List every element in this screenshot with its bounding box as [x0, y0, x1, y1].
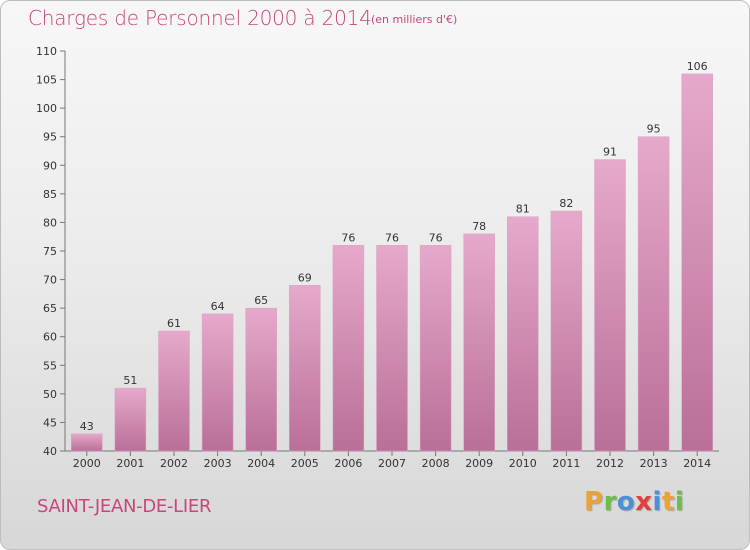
x-tick-label: 2004: [247, 457, 275, 470]
bar: [419, 245, 452, 452]
bar: [289, 285, 321, 452]
bar: [201, 313, 234, 452]
bar-value-label: 43: [80, 420, 94, 433]
bar-value-label: 61: [167, 317, 181, 330]
y-tick-label: 90: [43, 159, 57, 172]
bar: [594, 159, 626, 452]
y-tick-label: 95: [43, 131, 57, 144]
bar-value-label: 81: [516, 203, 530, 216]
x-tick-label: 2006: [334, 457, 362, 470]
y-tick-label: 85: [43, 188, 57, 201]
x-tick-label: 2009: [465, 457, 493, 470]
bar: [114, 387, 147, 452]
bar-value-label: 69: [298, 271, 312, 284]
x-tick-label: 2012: [596, 457, 624, 470]
y-tick-label: 75: [43, 245, 57, 258]
bar-value-label: 51: [123, 374, 137, 387]
bar: [71, 433, 103, 452]
bar-value-label: 82: [559, 197, 573, 210]
y-tick-label: 65: [43, 302, 57, 315]
bar-value-label: 91: [603, 146, 617, 159]
bar: [245, 307, 277, 452]
y-tick-label: 80: [43, 216, 57, 229]
logo-letter: i: [652, 487, 662, 517]
logo-letter: o: [616, 487, 636, 517]
y-tick-label: 105: [36, 74, 57, 87]
y-tick-label: 40: [43, 445, 57, 458]
bar: [376, 245, 408, 452]
x-tick-label: 2013: [640, 457, 668, 470]
bar-value-label: 76: [385, 231, 399, 244]
proxiti-logo: Proxiti: [584, 487, 684, 517]
y-tick-label: 50: [43, 388, 57, 401]
bar-value-label: 76: [341, 231, 355, 244]
x-tick-label: 2005: [291, 457, 319, 470]
x-tick-label: 2003: [204, 457, 232, 470]
bar-value-label: 78: [472, 220, 486, 233]
logo-letter: r: [603, 487, 617, 517]
x-tick-label: 2000: [73, 457, 101, 470]
bar: [507, 216, 539, 452]
y-tick-label: 45: [43, 416, 57, 429]
bar-value-label: 64: [211, 300, 225, 313]
chart-subtitle: (en milliers d'€): [371, 13, 458, 26]
y-tick-label: 110: [36, 45, 57, 58]
x-tick-label: 2002: [160, 457, 188, 470]
bar-value-label: 95: [647, 123, 661, 136]
x-tick-label: 2001: [116, 457, 144, 470]
y-tick-label: 60: [43, 331, 57, 344]
x-tick-label: 2010: [509, 457, 537, 470]
bar-value-label: 65: [254, 294, 268, 307]
logo-letter: x: [635, 487, 653, 517]
logo-letter: P: [584, 487, 604, 517]
bar: [463, 233, 495, 452]
x-tick-label: 2014: [683, 457, 711, 470]
x-tick-label: 2007: [378, 457, 406, 470]
bar: [332, 245, 365, 452]
logo-letter: t: [661, 487, 675, 517]
bar: [637, 136, 670, 452]
bar: [550, 210, 583, 452]
bar-value-label: 106: [687, 60, 708, 73]
data-labels: 43 51 61 64 65 69 76 76 76 78 81 82 91 95 106: [80, 60, 708, 433]
commune-name: SAINT-JEAN-DE-LIER: [37, 496, 212, 517]
y-tick-label: 100: [36, 102, 57, 115]
logo-letter: i: [674, 487, 685, 517]
y-tick-label: 55: [43, 359, 57, 372]
bar: [681, 73, 713, 452]
bar-value-label: 76: [429, 231, 443, 244]
y-tick-label: 70: [43, 274, 57, 287]
chart-title: Charges de Personnel 2000 à 2014: [28, 6, 372, 30]
x-tick-label: 2008: [422, 457, 450, 470]
x-tick-label: 2011: [552, 457, 580, 470]
axes: 40 45 50 55 60 65 70 75 80 85 90 95 100 105 110 2000 200…: [36, 45, 719, 470]
bar: [158, 330, 190, 452]
bars: [71, 73, 713, 452]
